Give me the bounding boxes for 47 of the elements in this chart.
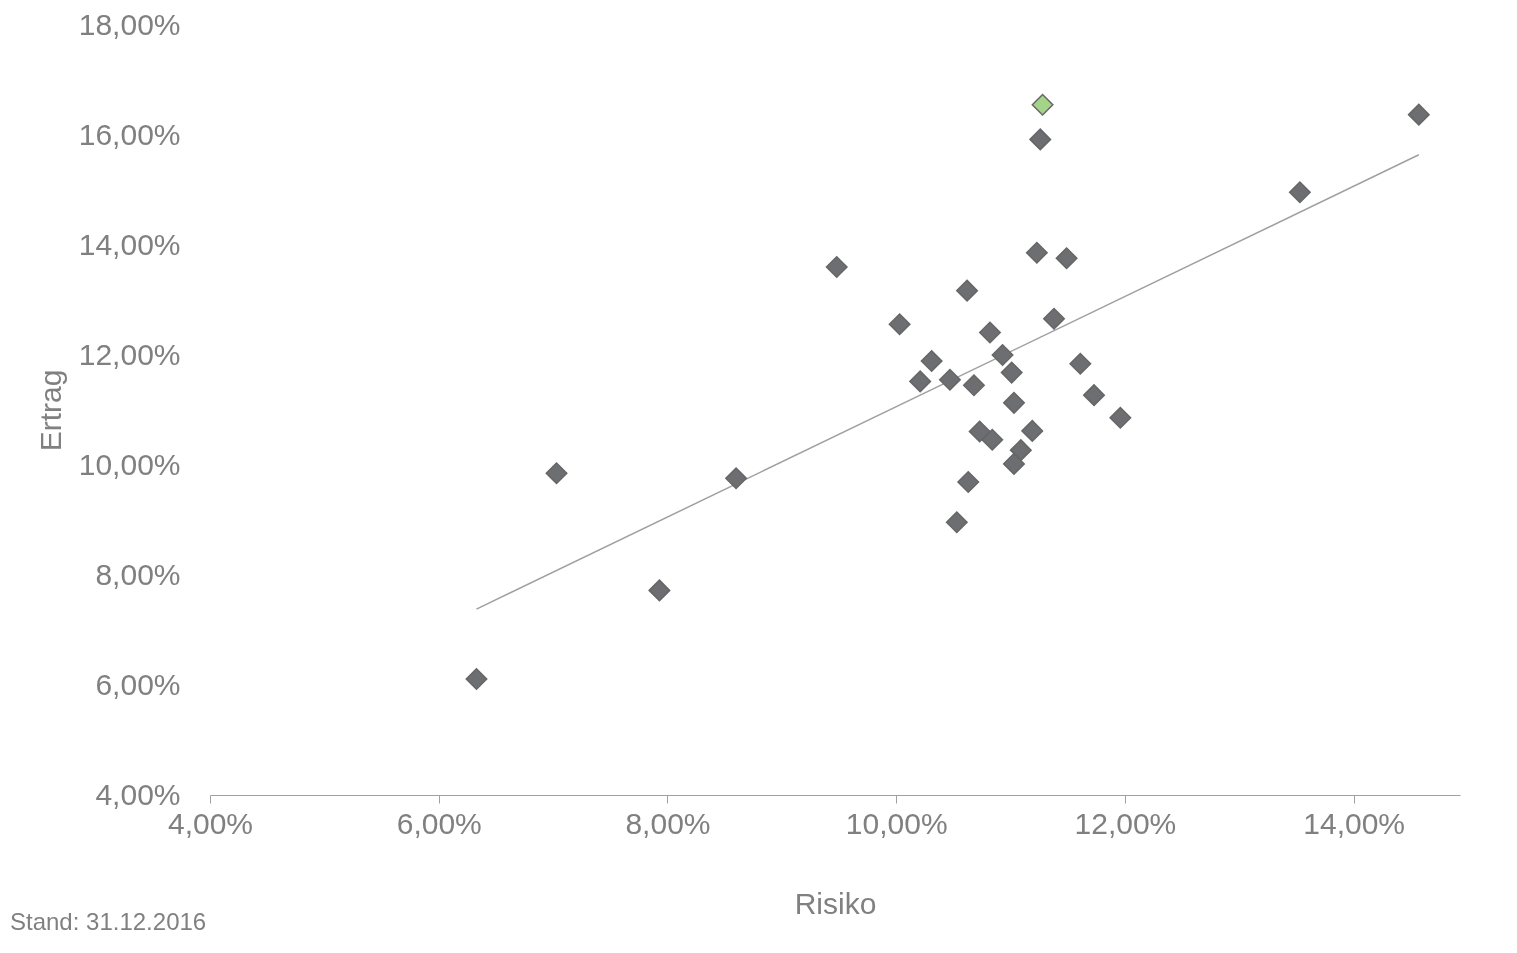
point (1000, 361, 1023, 384)
point (1025, 241, 1048, 264)
point (962, 374, 985, 397)
point (945, 511, 968, 534)
point (1009, 439, 1032, 462)
point (725, 467, 748, 490)
point (1031, 93, 1054, 116)
point (1002, 391, 1025, 414)
point (938, 368, 961, 391)
point (1021, 419, 1044, 442)
point (888, 313, 911, 336)
point (1407, 103, 1430, 126)
x-tick-label: 14,00% (1303, 806, 1406, 840)
x-axis-title: Risiko (794, 886, 877, 920)
point (1029, 128, 1052, 151)
point (968, 420, 991, 443)
y-tick-label: 6,00% (95, 667, 181, 701)
point (920, 350, 943, 373)
y-tick-label: 12,00% (78, 337, 181, 371)
point (978, 321, 1001, 344)
point (991, 344, 1014, 366)
x-tick-label: 6,00% (396, 806, 482, 840)
point (1002, 452, 1025, 475)
point (1288, 181, 1311, 204)
point (909, 370, 932, 393)
x-tick-label: 10,00% (845, 806, 948, 840)
point (981, 428, 1004, 451)
x-tick-label: 12,00% (1074, 806, 1177, 840)
point (1043, 307, 1065, 330)
point (957, 471, 980, 494)
point (1109, 406, 1132, 429)
y-tick-label: 16,00% (78, 117, 181, 151)
point (956, 279, 979, 302)
y-tick-label: 14,00% (78, 227, 181, 261)
point (1069, 352, 1092, 375)
point (648, 579, 671, 602)
y-tick-label: 18,00% (78, 7, 181, 41)
x-tick-label: 8,00% (625, 806, 711, 840)
point (545, 462, 568, 485)
y-tick-label: 8,00% (95, 557, 181, 591)
point (1083, 384, 1106, 407)
point (465, 667, 488, 690)
y-axis-title: Ertrag (33, 369, 67, 452)
text: Stand: 31.12.2016 (10, 908, 207, 935)
y-tick-label: 10,00% (78, 447, 181, 481)
point (1055, 247, 1078, 270)
point (825, 256, 848, 278)
